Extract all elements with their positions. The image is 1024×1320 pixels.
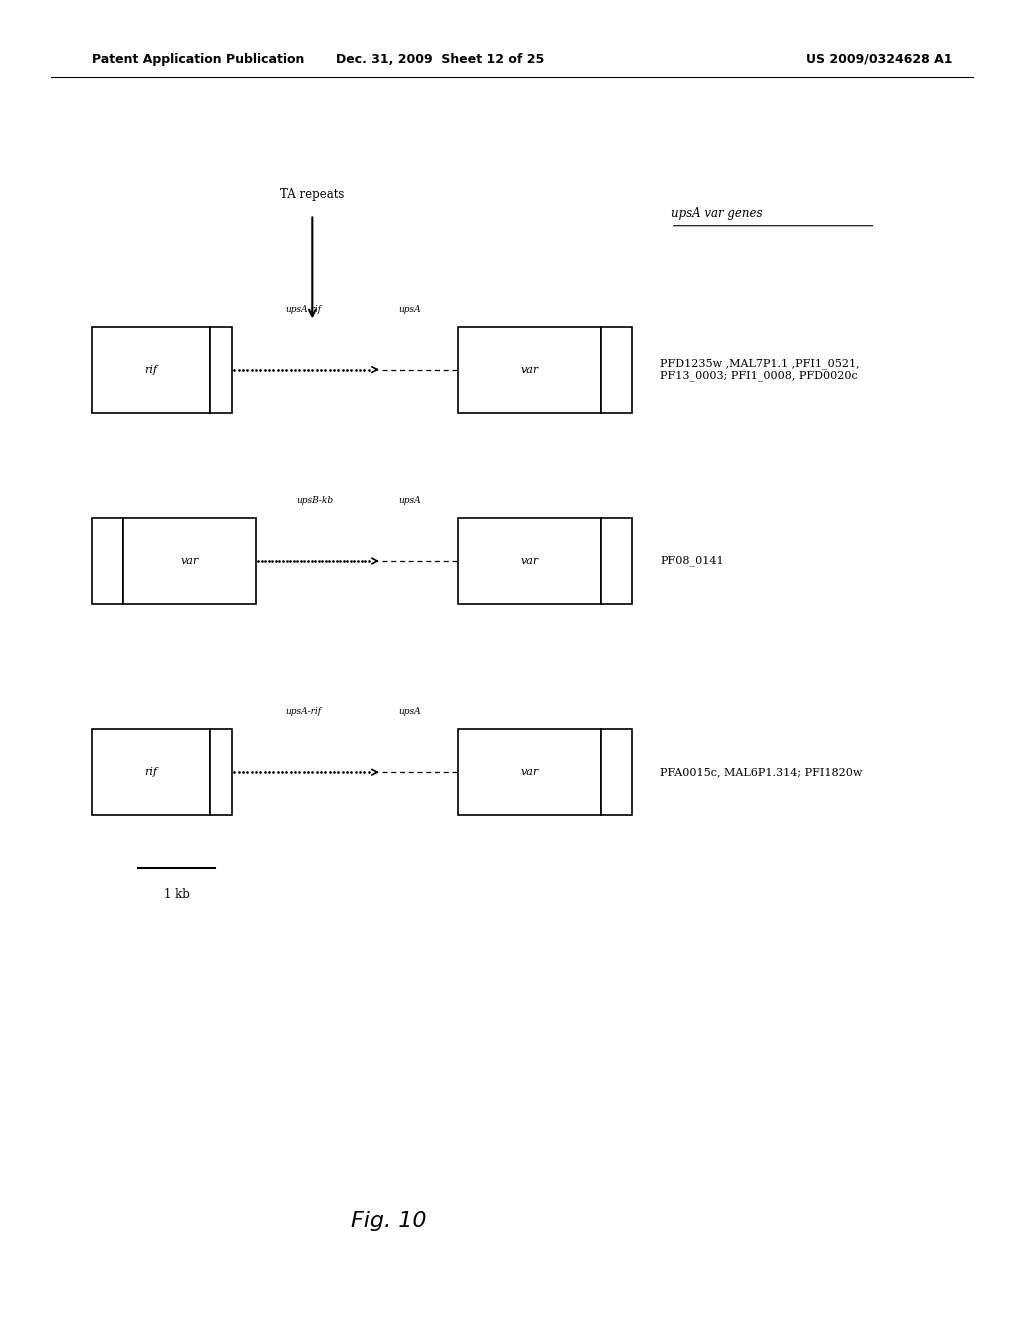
Bar (458, 519, 601, 605)
Text: upsA-rif: upsA-rif (285, 708, 322, 715)
Text: PFA0015c, MAL6P1.314; PFI1820w: PFA0015c, MAL6P1.314; PFI1820w (660, 767, 863, 777)
Text: var: var (520, 767, 539, 777)
Text: var: var (520, 364, 539, 375)
Bar (92, 729, 210, 816)
Text: upsA-rif: upsA-rif (285, 305, 322, 314)
Bar (458, 729, 601, 816)
Text: Fig. 10: Fig. 10 (351, 1210, 427, 1232)
Bar (601, 729, 632, 816)
Text: rif: rif (144, 364, 158, 375)
Bar (601, 327, 632, 412)
Bar (92, 519, 123, 605)
Text: rif: rif (144, 767, 158, 777)
Text: var: var (520, 556, 539, 566)
Text: upsA: upsA (398, 496, 421, 506)
Text: PFD1235w ,MAL7P1.1 ,PFI1_0521,
PF13_0003; PFI1_0008, PFD0020c: PFD1235w ,MAL7P1.1 ,PFI1_0521, PF13_0003… (660, 358, 860, 381)
Bar (601, 519, 632, 605)
Text: upsB-kb: upsB-kb (296, 496, 334, 506)
Bar (458, 327, 601, 412)
Text: var: var (180, 556, 199, 566)
Text: upsA: upsA (398, 305, 421, 314)
Bar (123, 519, 256, 605)
Text: TA repeats: TA repeats (281, 189, 344, 202)
Text: upsA: upsA (398, 708, 421, 715)
Text: PF08_0141: PF08_0141 (660, 556, 724, 566)
Bar (92, 327, 210, 412)
Text: 1 kb: 1 kb (164, 888, 189, 900)
Text: upsA var genes: upsA var genes (671, 207, 762, 220)
Bar (210, 327, 232, 412)
Bar (210, 729, 232, 816)
Text: Patent Application Publication: Patent Application Publication (92, 53, 304, 66)
Text: US 2009/0324628 A1: US 2009/0324628 A1 (806, 53, 952, 66)
Text: Dec. 31, 2009  Sheet 12 of 25: Dec. 31, 2009 Sheet 12 of 25 (336, 53, 545, 66)
